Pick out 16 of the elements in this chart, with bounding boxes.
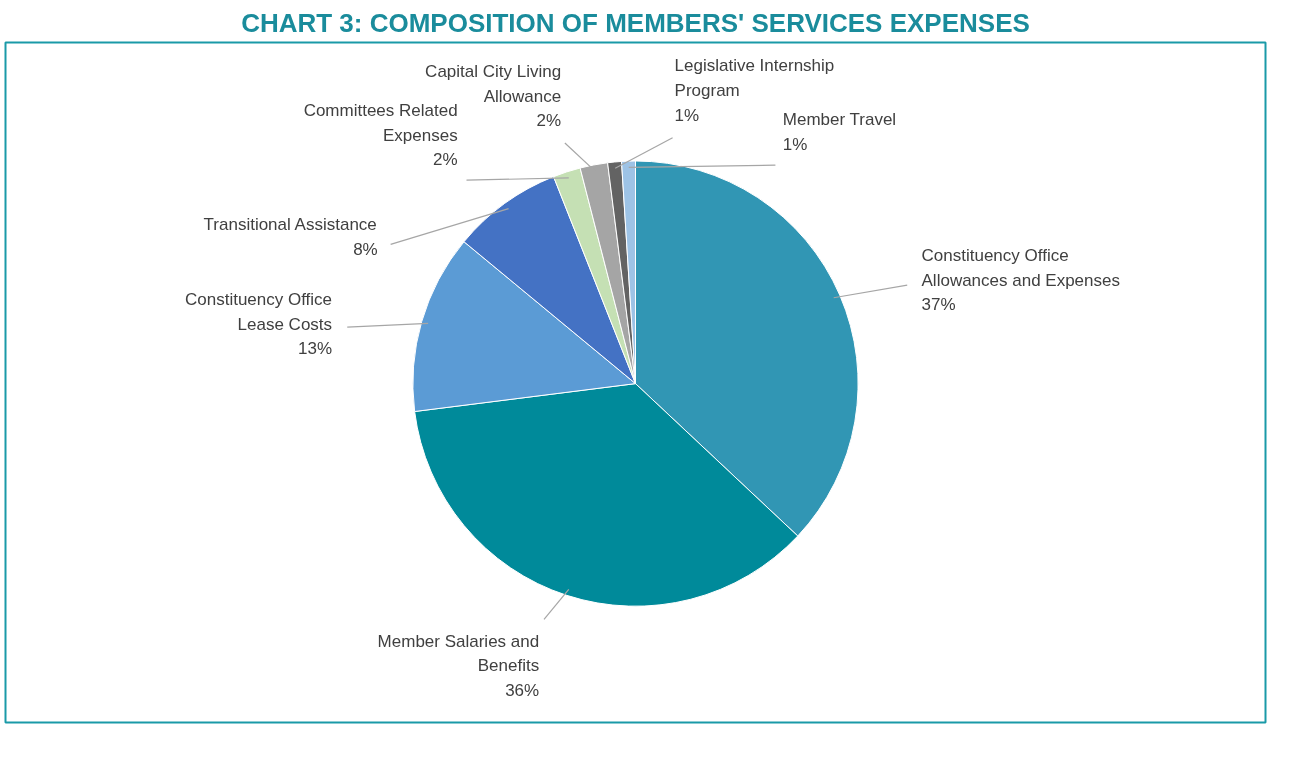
chart-title: CHART 3: COMPOSITION OF MEMBERS' SERVICES EXPENSES bbox=[241, 7, 1030, 38]
slice-label: Legislative Internship Program bbox=[674, 56, 835, 101]
data-label: 36% bbox=[505, 681, 540, 701]
data-label: 37% bbox=[921, 295, 956, 315]
data-label: 2% bbox=[536, 111, 562, 131]
slice-label: Member Salaries and Benefits bbox=[377, 631, 540, 676]
data-label: 8% bbox=[353, 239, 378, 259]
slice-label: Constituency Office Allowances and Expenses bbox=[921, 245, 1120, 290]
slice-label: Transitional Assistance bbox=[203, 215, 377, 235]
data-label: 1% bbox=[782, 134, 808, 154]
data-label: 1% bbox=[674, 105, 700, 125]
slice-label: Member Travel bbox=[782, 110, 897, 130]
data-label: 2% bbox=[433, 150, 458, 170]
slice-label: Constituency Office Lease Costs bbox=[184, 289, 333, 334]
data-label: 13% bbox=[298, 339, 333, 359]
slice-label: Committees Related Expenses bbox=[303, 101, 458, 145]
